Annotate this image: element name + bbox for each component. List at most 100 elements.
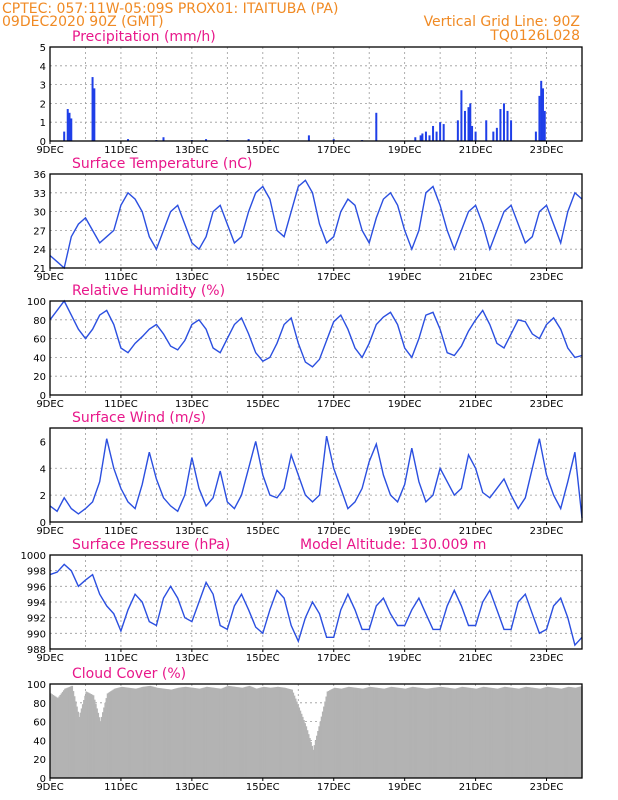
cloud-bar bbox=[382, 688, 384, 778]
cloud-bar bbox=[90, 694, 92, 778]
cloud-bar bbox=[410, 687, 413, 778]
cloud-bar bbox=[525, 686, 528, 778]
cloud-bar bbox=[123, 687, 126, 778]
cloud-bar bbox=[541, 688, 544, 778]
cloud-bar bbox=[454, 688, 457, 778]
cloud-bar bbox=[539, 688, 542, 778]
cloud-bar bbox=[99, 721, 102, 778]
cloud-bar bbox=[202, 687, 205, 778]
cloud-bar bbox=[185, 686, 188, 778]
y-tick-label: 100 bbox=[27, 297, 46, 308]
precip-bar bbox=[543, 110, 546, 141]
cloud-bar bbox=[407, 688, 409, 778]
cloud-bar bbox=[561, 688, 564, 778]
panel-3: 0 2 4 6 9DEC 11DEC 13DEC 15DEC 17DEC 19DEC 21DEC 23… bbox=[36, 410, 583, 537]
cloud-bar bbox=[271, 687, 273, 778]
y-tick-label: 0 bbox=[40, 518, 46, 529]
cloud-bar bbox=[136, 688, 139, 778]
cloud-bar bbox=[254, 688, 257, 778]
cloud-bar bbox=[437, 687, 440, 778]
cloud-bar bbox=[351, 687, 354, 778]
cloud-bar bbox=[267, 687, 270, 778]
cloud-bar bbox=[148, 686, 150, 778]
x-tick-label: 11DEC bbox=[104, 272, 138, 283]
cloud-bar bbox=[250, 686, 253, 778]
cloud-bar bbox=[364, 688, 367, 778]
cloud-bar bbox=[333, 687, 336, 778]
cloud-bar bbox=[230, 686, 233, 778]
x-tick-label: 21DEC bbox=[459, 782, 493, 793]
cloud-bar bbox=[373, 687, 376, 778]
cloud-bar bbox=[531, 687, 533, 778]
cloud-bar bbox=[170, 689, 173, 778]
y-tick-label: 0 bbox=[40, 774, 46, 785]
cloud-bar bbox=[132, 688, 135, 778]
cloud-bar bbox=[68, 686, 71, 778]
cloud-bar bbox=[85, 691, 88, 778]
y-tick-label: 60 bbox=[33, 718, 46, 729]
cloud-bar bbox=[450, 688, 453, 778]
cloud-bar bbox=[74, 701, 77, 778]
cloud-bar bbox=[320, 716, 323, 778]
cloud-bar bbox=[375, 687, 377, 778]
cloud-bar bbox=[103, 707, 105, 778]
cloud-bar bbox=[174, 688, 176, 778]
cloud-bar bbox=[92, 695, 95, 778]
cloud-bar bbox=[215, 688, 218, 778]
cloud-bar bbox=[342, 688, 344, 778]
cloud-bar bbox=[542, 687, 545, 778]
cloud-bar bbox=[187, 687, 189, 778]
cloud-bar bbox=[483, 686, 486, 778]
cloud-bar bbox=[109, 691, 111, 778]
cloud-bar bbox=[107, 692, 110, 778]
cloud-bar bbox=[535, 688, 538, 778]
cloud-bar bbox=[111, 690, 114, 778]
cloud-bar bbox=[126, 687, 129, 778]
cloud-bar bbox=[55, 697, 58, 778]
cloud-bar bbox=[122, 686, 124, 778]
cloud-bar bbox=[151, 686, 154, 778]
plot-frame bbox=[49, 46, 583, 142]
cloud-bar bbox=[498, 688, 500, 778]
cloud-bar bbox=[313, 745, 316, 778]
y-tick-label: 27 bbox=[33, 226, 46, 237]
y-tick-label: 21 bbox=[33, 264, 46, 275]
cloud-bar bbox=[177, 687, 180, 778]
cloud-bar bbox=[495, 688, 498, 778]
cloud-bar bbox=[216, 688, 219, 778]
cloud-bar bbox=[552, 687, 555, 778]
cloud-bar bbox=[249, 686, 252, 778]
cloud-bar bbox=[573, 687, 576, 778]
cloud-bar bbox=[210, 687, 213, 778]
cloud-bar bbox=[485, 687, 487, 778]
cloud-bar bbox=[412, 686, 415, 778]
cloud-bar bbox=[550, 687, 552, 778]
cloud-bar bbox=[473, 688, 476, 778]
cloud-bar bbox=[272, 687, 275, 778]
y-tick-label: 5 bbox=[40, 43, 46, 54]
cloud-bar bbox=[350, 687, 353, 778]
cloud-bar bbox=[284, 687, 286, 778]
cloud-bar bbox=[71, 685, 74, 778]
cloud-bar bbox=[76, 706, 78, 778]
y-tick-label: 3 bbox=[40, 81, 46, 92]
cloud-bar bbox=[300, 713, 303, 778]
cloud-bar bbox=[519, 688, 522, 778]
cloud-bar bbox=[357, 688, 360, 778]
cloud-bar bbox=[521, 687, 524, 778]
panel-subtitle: Model Altitude: 130.009 m bbox=[300, 537, 486, 553]
cloud-bar bbox=[86, 692, 89, 778]
cloud-bar bbox=[229, 686, 232, 778]
cloud-bar bbox=[167, 689, 169, 778]
cloud-bar bbox=[472, 688, 474, 778]
cloud-bar bbox=[113, 688, 116, 778]
cloud-bar bbox=[401, 688, 403, 778]
cloud-bar bbox=[155, 687, 157, 778]
precip-bar bbox=[471, 125, 474, 141]
cloud-bar bbox=[321, 711, 324, 778]
precip-bar bbox=[499, 109, 502, 141]
cloud-bar bbox=[394, 687, 396, 778]
cloud-bar bbox=[191, 687, 194, 778]
cloud-bar bbox=[112, 689, 115, 778]
cloud-bar bbox=[301, 716, 304, 778]
